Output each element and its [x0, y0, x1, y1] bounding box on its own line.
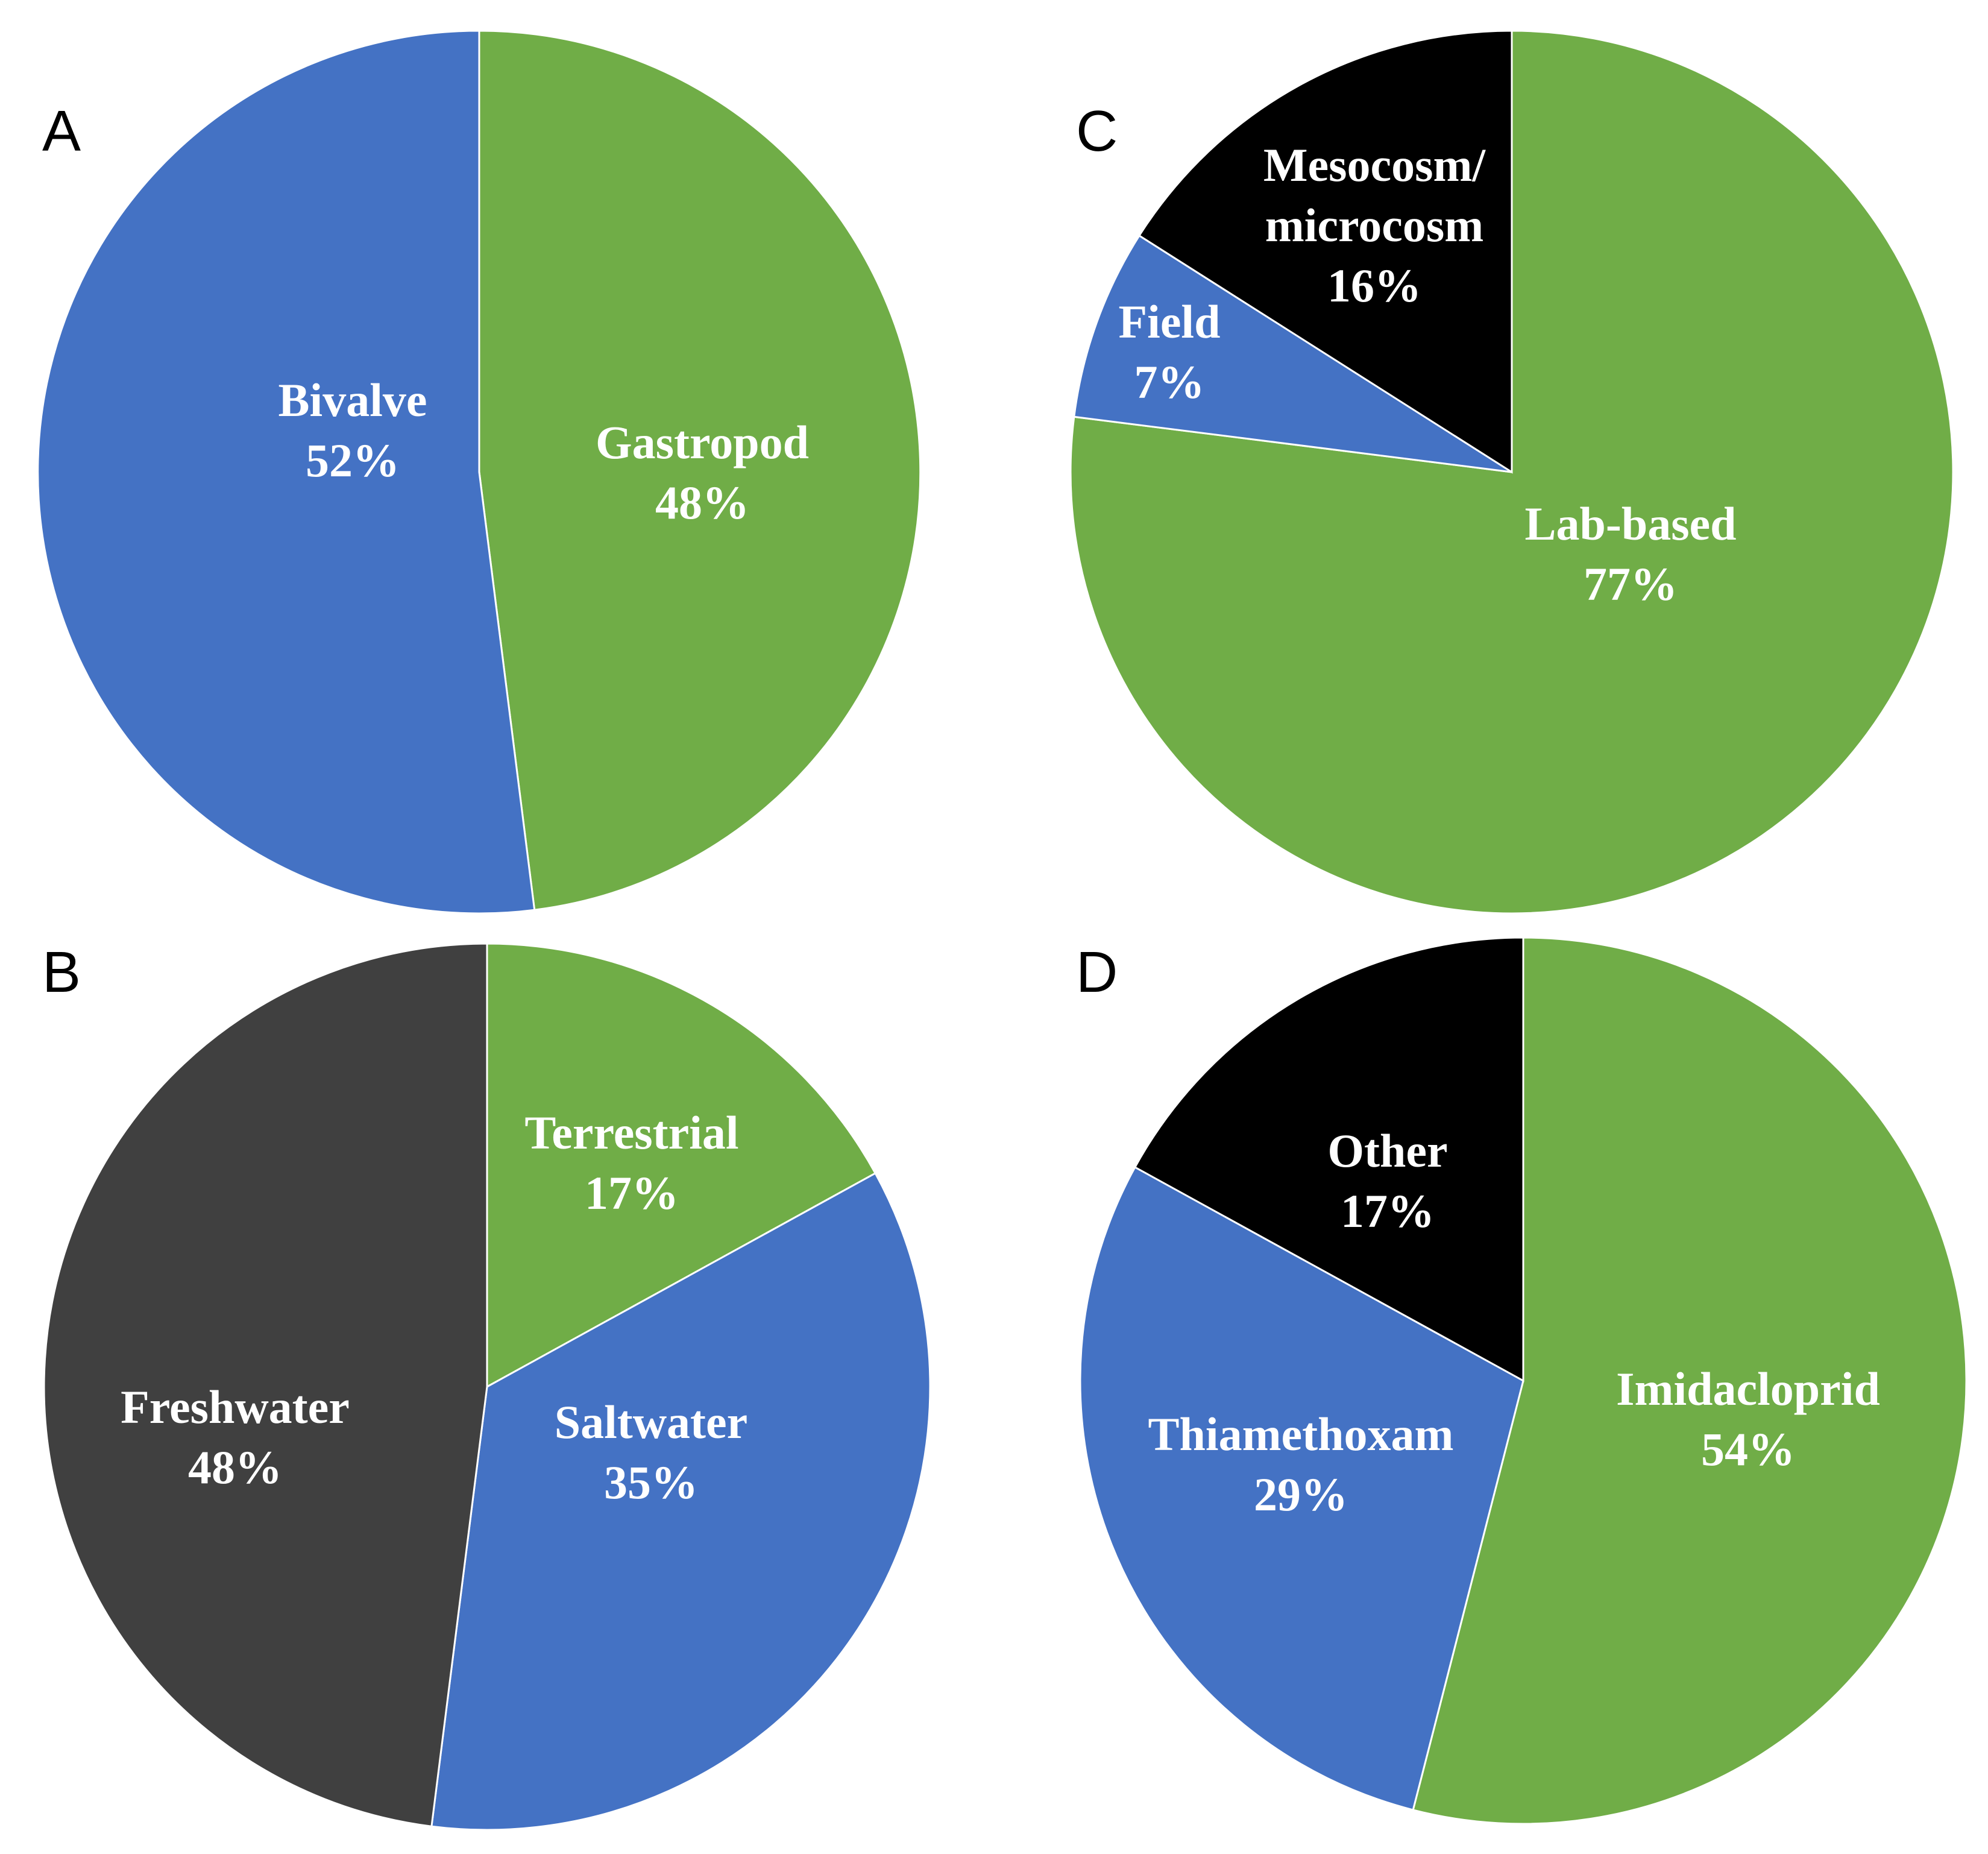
panel-b-slice-label-freshwater: Freshwater — [121, 1381, 350, 1433]
panel-d-slice-label-thiamethoxam: Thiamethoxam — [1148, 1408, 1454, 1460]
panel-b-pie: Terrestrial 17% Saltwater 35% Freshwater 48% — [43, 942, 931, 1831]
panel-b-slice-saltwater — [430, 1171, 931, 1831]
panel-c-slice-mesocosm-microcosm — [1137, 30, 1513, 474]
panel-a-slice-value-gastropod: 48% — [655, 476, 749, 529]
panel-c-slice-label-mesocosm-microcosm-line-1: Mesocosm/ — [1263, 139, 1486, 191]
panel-d-slice-label-imidacl-prid: Imidaclоprid — [1616, 1363, 1880, 1415]
panel-b-slice-terrestrial — [486, 942, 877, 1389]
panel-a-letter: A — [42, 99, 81, 163]
panel-b-slice-value-saltwater: 35% — [604, 1456, 698, 1509]
panel-b-letter: B — [42, 940, 81, 1004]
panel-c-slice-label-field: Field — [1119, 295, 1221, 348]
panel-c-slice-label-mesocosm-microcosm-line-2: microcosm — [1265, 199, 1483, 251]
panel-d-slice-value-thiamethoxam: 29% — [1254, 1468, 1348, 1521]
panel-a-slice-label-bivalve: Bivalve — [278, 374, 427, 426]
panel-d-slice-thiamethoxam — [1079, 1165, 1524, 1811]
panel-c-slice-field — [1073, 234, 1512, 473]
panel-d-slice-other — [1133, 936, 1524, 1383]
panel-d-pie: Imidaclоprid 54% Thiamethoxam 29% Other 17% — [1079, 936, 1968, 1825]
panel-d-slice-label-other: Other — [1327, 1124, 1447, 1177]
panel-c-slice-value-field: 7% — [1134, 356, 1205, 408]
panel-a-slice-label-gastropod: Gastropod — [596, 416, 809, 468]
panel-b-slice-value-terrestrial: 17% — [585, 1167, 679, 1219]
panel-b-slice-freshwater — [43, 942, 488, 1827]
panel-a-slice-value-bivalve: 52% — [306, 434, 400, 487]
panel-c-slice-value-lab-based: 77% — [1584, 558, 1678, 610]
panel-c-slice-value-mesocosm-microcosm: 16% — [1327, 259, 1421, 312]
panel-d-slice-value-other: 17% — [1341, 1185, 1435, 1237]
panel-c-slice-label-lab-based: Lab-based — [1524, 497, 1736, 550]
panel-c-letter: C — [1076, 99, 1118, 163]
panel-b-slice-label-saltwater: Saltwater — [555, 1396, 748, 1448]
panel-a-slice-gastropod — [478, 30, 922, 911]
panel-b-slice-label-terrestrial: Terrestrial — [524, 1106, 738, 1159]
panel-d-slice-value-imidacl-prid: 54% — [1701, 1423, 1795, 1475]
panel-a-slice-bivalve — [37, 30, 536, 915]
panel-c-pie: Lab-based 77% Field 7% Mesocosm/microcosm 16% — [1069, 30, 1954, 915]
panel-a-pie: Gastropod 48% Bivalve 52% — [37, 30, 922, 915]
panel-b-slice-value-freshwater: 48% — [188, 1441, 282, 1493]
panel-d-slice-imidacl-prid — [1412, 936, 1968, 1825]
panel-d-letter: D — [1076, 940, 1118, 1004]
